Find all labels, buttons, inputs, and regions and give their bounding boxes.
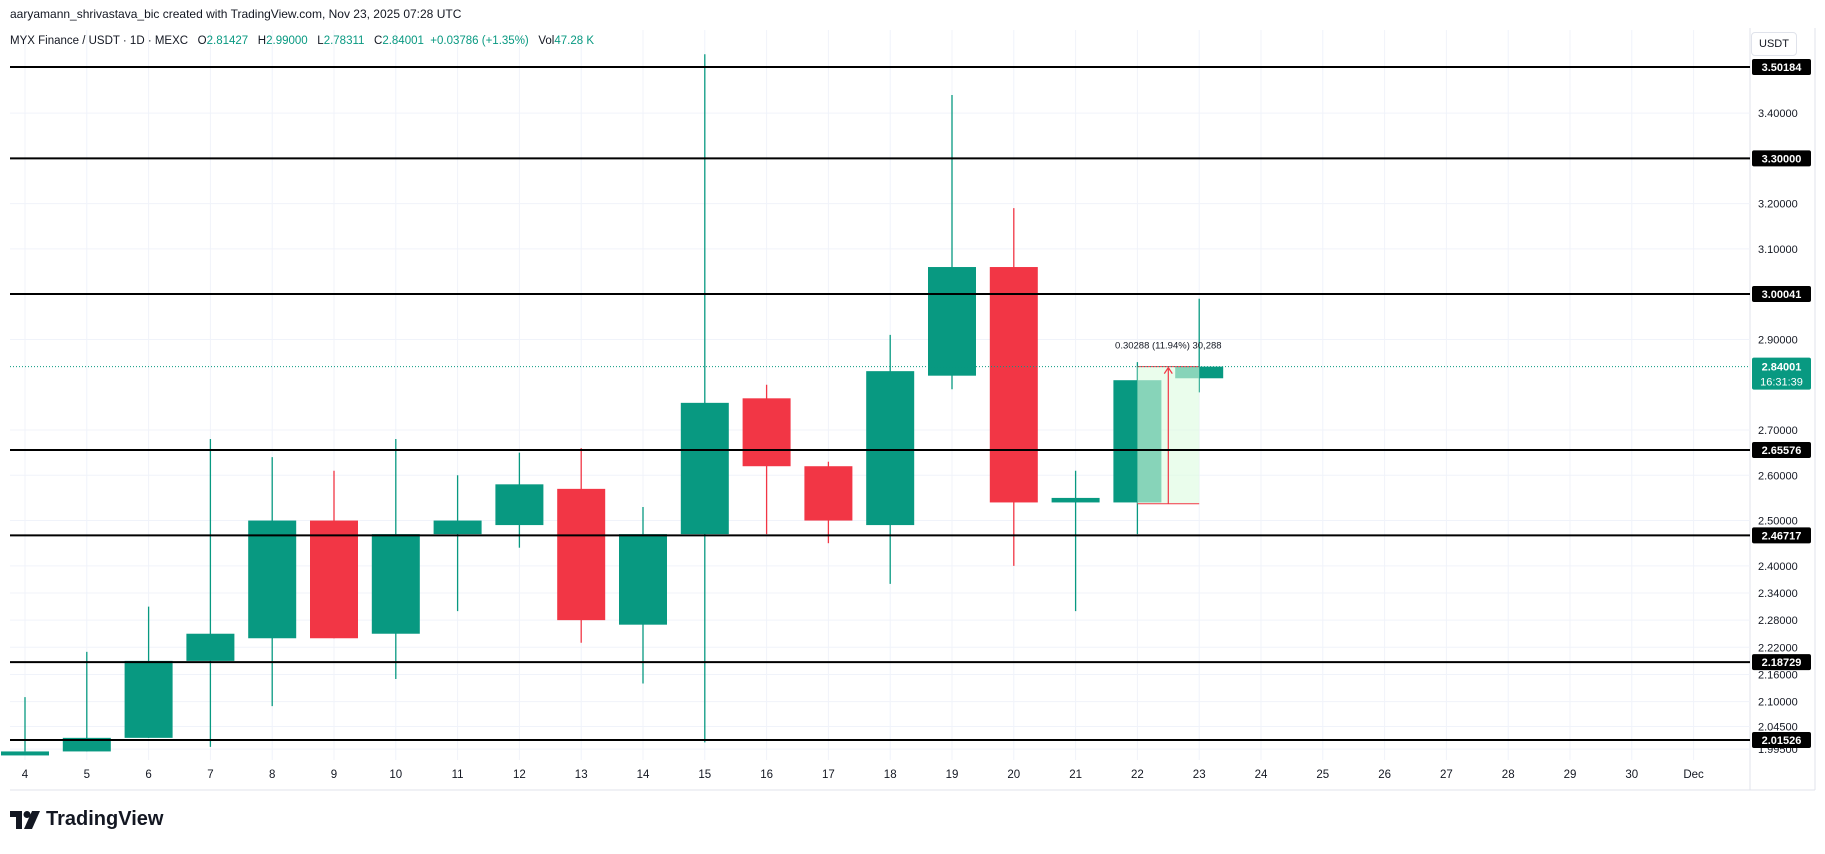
x-tick-label: 22 — [1131, 769, 1144, 781]
x-tick-label: 24 — [1255, 769, 1268, 781]
x-tick-label: 14 — [637, 769, 650, 781]
candle-body[interactable] — [371, 534, 420, 634]
level-price-tag — [1752, 442, 1811, 459]
last-price-tag — [1752, 357, 1811, 390]
level-price-label: 2.01526 — [1762, 735, 1802, 747]
x-tick-label: 16 — [760, 769, 773, 781]
legend-change: +0.03786 (+1.35%) — [430, 35, 529, 47]
y-tick-label: 2.04500 — [1758, 722, 1798, 734]
measure-label: 0.30288 (11.94%) 30,288 — [1115, 341, 1222, 352]
x-tick-label: 18 — [884, 769, 897, 781]
x-tick-label: 4 — [22, 769, 29, 781]
last-price-label: 2.84001 — [1762, 362, 1802, 374]
legend-close: 2.84001 — [382, 35, 424, 47]
candle-body[interactable] — [989, 267, 1038, 503]
candle-body[interactable] — [124, 660, 173, 738]
x-tick-label: 8 — [269, 769, 275, 781]
level-price-tag — [1752, 732, 1811, 748]
legend-close-label: C — [374, 35, 383, 47]
ohlc-legend: MYX Finance / USDT · 1D · MEXC O2.81427 … — [10, 35, 594, 47]
x-tick-label: 13 — [575, 769, 588, 781]
y-tick-label: 2.40000 — [1758, 561, 1798, 573]
y-tick-label: 3.20000 — [1758, 199, 1798, 211]
legend-symbol: MYX Finance / USDT · 1D · MEXC — [10, 35, 189, 47]
candle-body[interactable] — [680, 402, 729, 535]
x-tick-label: 15 — [698, 769, 711, 781]
legend-open: 2.81427 — [206, 35, 249, 47]
y-tick-label: 3.40000 — [1758, 108, 1798, 120]
x-tick-label: 12 — [513, 769, 526, 781]
x-tick-label: 27 — [1440, 769, 1453, 781]
candle-body[interactable] — [866, 371, 915, 526]
measure-arrow-head — [1163, 366, 1173, 374]
level-price-tag — [1752, 286, 1811, 303]
x-tick-label: 5 — [84, 769, 90, 781]
candle-body[interactable] — [928, 267, 976, 376]
y-tick-label: 2.10000 — [1758, 697, 1798, 709]
x-tick-label: 10 — [389, 769, 402, 781]
x-tick-label: 17 — [822, 769, 835, 781]
level-price-tag — [1752, 59, 1811, 75]
candle-body[interactable] — [557, 488, 606, 621]
candle-body[interactable] — [495, 484, 544, 526]
candle-body[interactable] — [619, 534, 667, 625]
y-tick-label: 2.60000 — [1758, 470, 1798, 482]
x-tick-label: 6 — [145, 769, 151, 781]
x-tick-label: 26 — [1378, 769, 1391, 781]
x-tick-label: 21 — [1069, 769, 1082, 781]
level-price-label: 3.30000 — [1762, 153, 1802, 165]
bar-countdown: 16:31:39 — [1760, 377, 1803, 389]
x-tick-label: 25 — [1316, 769, 1329, 781]
y-tick-label: 3.10000 — [1758, 244, 1798, 256]
legend-volume: 47.28 K — [554, 35, 594, 47]
legend-high: 2.99000 — [266, 35, 308, 47]
level-price-tag — [1752, 527, 1811, 544]
legend-open-label: O — [197, 35, 207, 47]
legend-volume-label: Vol — [538, 35, 555, 47]
x-tick-label: 30 — [1625, 769, 1638, 781]
level-price-tag — [1752, 654, 1811, 671]
x-tick-label: 29 — [1564, 769, 1577, 781]
x-tick-label: 7 — [207, 769, 213, 781]
candle-body[interactable] — [1, 751, 49, 756]
legend-low: 2.78311 — [323, 35, 365, 47]
x-tick-label: 23 — [1193, 769, 1206, 781]
x-tick-label: 19 — [946, 769, 959, 781]
snapshot-caption: aaryamann_shrivastava_bic created with T… — [10, 7, 462, 21]
candle-body[interactable] — [742, 398, 791, 467]
y-tick-label: 2.90000 — [1758, 334, 1798, 346]
level-price-label: 2.18729 — [1762, 657, 1802, 669]
tradingview-logo-text: TradingView — [46, 808, 164, 830]
candle-body[interactable] — [248, 520, 297, 639]
x-tick-label: 20 — [1007, 769, 1020, 781]
tradingview-logo[interactable]: TradingView — [10, 808, 163, 831]
candle-body[interactable] — [804, 466, 853, 521]
level-price-label: 3.00041 — [1762, 289, 1802, 301]
x-tick-label: 28 — [1502, 769, 1515, 781]
candle-body[interactable] — [433, 520, 482, 535]
y-tick-label: 2.16000 — [1758, 669, 1798, 681]
candle-body[interactable] — [310, 520, 358, 639]
y-tick-label: 2.22000 — [1758, 642, 1798, 654]
legend-high-label: H — [257, 35, 267, 47]
level-price-label: 2.46717 — [1762, 530, 1802, 542]
legend-low-label: L — [317, 35, 324, 47]
x-tick-label: 11 — [452, 769, 464, 781]
y-tick-label: 2.34000 — [1758, 588, 1798, 600]
x-tick-label: 9 — [331, 769, 337, 781]
candle-body[interactable] — [62, 737, 111, 752]
candle-body[interactable] — [1051, 497, 1100, 503]
tradingview-logo-icon — [10, 810, 40, 829]
y-tick-label: 2.28000 — [1758, 615, 1798, 627]
level-price-tag — [1752, 150, 1811, 167]
y-tick-label: 2.70000 — [1758, 425, 1798, 437]
y-tick-label: 2.50000 — [1758, 516, 1798, 528]
x-tick-label: Dec — [1683, 769, 1704, 781]
candle-body[interactable] — [186, 633, 235, 661]
level-price-label: 2.65576 — [1762, 445, 1802, 457]
level-price-label: 3.50184 — [1762, 62, 1803, 74]
currency-button[interactable]: USDT — [1751, 32, 1797, 56]
